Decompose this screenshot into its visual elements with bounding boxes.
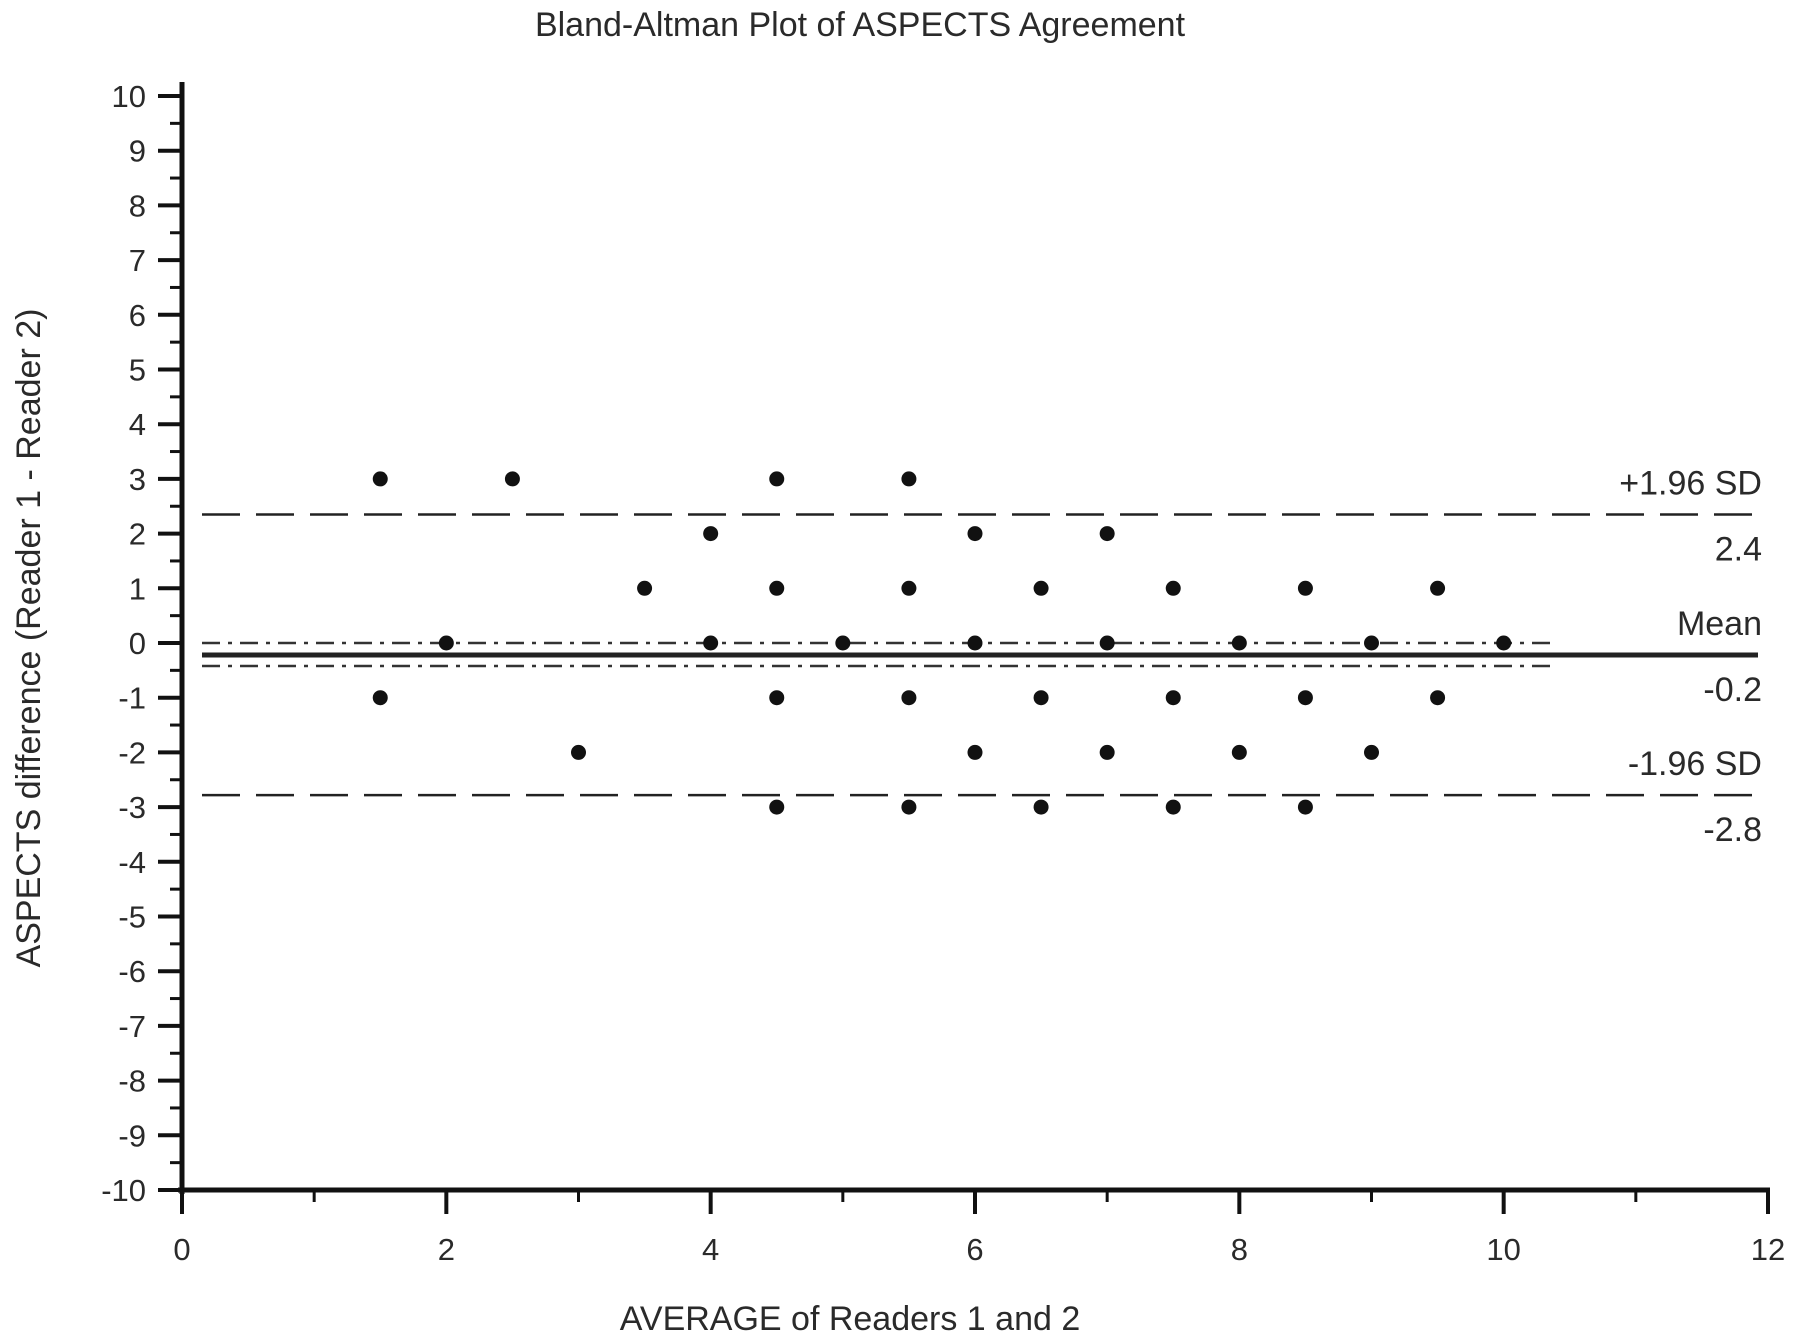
reference-line-label: Mean	[1677, 605, 1762, 643]
data-point	[637, 580, 653, 596]
y-tick-label: -7	[118, 1009, 146, 1044]
data-point	[1364, 744, 1379, 760]
x-tick-label: 6	[966, 1232, 983, 1267]
y-tick-label: 10	[112, 79, 146, 114]
y-tick-label: -8	[118, 1064, 146, 1099]
data-point	[1165, 580, 1181, 596]
data-point	[1033, 799, 1049, 815]
data-point	[1033, 690, 1049, 706]
x-tick-label: 8	[1231, 1232, 1248, 1267]
data-point	[1496, 635, 1512, 651]
data-point	[967, 635, 983, 651]
x-tick-label: 4	[702, 1232, 719, 1267]
y-tick-label: 7	[129, 243, 146, 278]
y-tick-label: -9	[118, 1118, 146, 1153]
data-point	[1364, 635, 1379, 651]
data-point	[372, 690, 388, 706]
x-tick-label: 12	[1751, 1232, 1785, 1267]
reference-line-value: 2.4	[1715, 530, 1762, 568]
reference-lines	[202, 513, 1758, 797]
reference-line-label: -1.96 SD	[1628, 745, 1762, 783]
reference-line-value: -0.2	[1703, 671, 1762, 709]
data-point	[835, 635, 851, 651]
data-point	[1297, 799, 1313, 815]
y-tick-label: 9	[129, 134, 146, 169]
y-tick-label: 3	[129, 462, 146, 497]
data-point	[967, 526, 983, 542]
data-point	[901, 690, 917, 706]
y-tick-label: -10	[101, 1173, 146, 1208]
y-tick-label: 6	[129, 298, 146, 333]
data-point	[901, 799, 917, 815]
data-point	[703, 526, 719, 542]
data-point	[1430, 580, 1446, 596]
x-tick-label: 10	[1486, 1232, 1520, 1267]
data-point	[504, 471, 520, 487]
x-tick-label: 2	[438, 1232, 455, 1267]
y-tick-label: -2	[118, 735, 146, 770]
data-point	[1297, 580, 1313, 596]
x-axis-label: AVERAGE of Readers 1 and 2	[620, 1300, 1081, 1338]
data-point	[967, 744, 983, 760]
reference-line-label: +1.96 SD	[1619, 464, 1762, 502]
data-point	[1165, 799, 1181, 815]
y-tick-label: 4	[129, 407, 146, 442]
data-point	[1165, 690, 1181, 706]
data-point	[769, 799, 785, 815]
data-point	[1430, 690, 1446, 706]
y-tick-label: -6	[118, 954, 146, 989]
data-point	[571, 744, 586, 760]
x-tick-label: 0	[173, 1232, 190, 1267]
data-point	[901, 580, 917, 596]
y-axis-label: ASPECTS difference (Reader 1 - Reader 2)	[10, 309, 48, 968]
data-point	[1099, 635, 1115, 651]
data-point	[703, 635, 719, 651]
data-point	[438, 635, 454, 651]
chart-title: Bland-Altman Plot of ASPECTS Agreement	[535, 6, 1186, 44]
data-point	[1099, 526, 1115, 542]
y-tick-label: 8	[129, 188, 146, 223]
data-point	[1297, 690, 1313, 706]
y-tick-label: -5	[118, 900, 146, 935]
data-point	[1033, 580, 1049, 596]
data-point	[769, 690, 785, 706]
reference-labels: +1.96 SD 2.4 Mean -0.2 -1.96 SD -2.8	[1619, 464, 1762, 849]
data-point	[372, 471, 388, 487]
data-point	[1231, 635, 1247, 651]
data-point	[769, 471, 785, 487]
y-tick-label: -3	[118, 790, 146, 825]
y-tick-label: 1	[129, 571, 146, 606]
data-point	[769, 580, 785, 596]
data-point	[1231, 744, 1247, 760]
y-tick-label: 0	[129, 626, 146, 661]
data-points	[372, 471, 1512, 815]
y-tick-label: -4	[118, 845, 146, 880]
data-point	[1099, 744, 1115, 760]
data-point	[901, 471, 917, 487]
reference-line-value: -2.8	[1703, 811, 1762, 849]
y-tick-label: 2	[129, 517, 146, 552]
y-tick-label: -1	[118, 681, 146, 716]
y-tick-label: 5	[129, 353, 146, 388]
